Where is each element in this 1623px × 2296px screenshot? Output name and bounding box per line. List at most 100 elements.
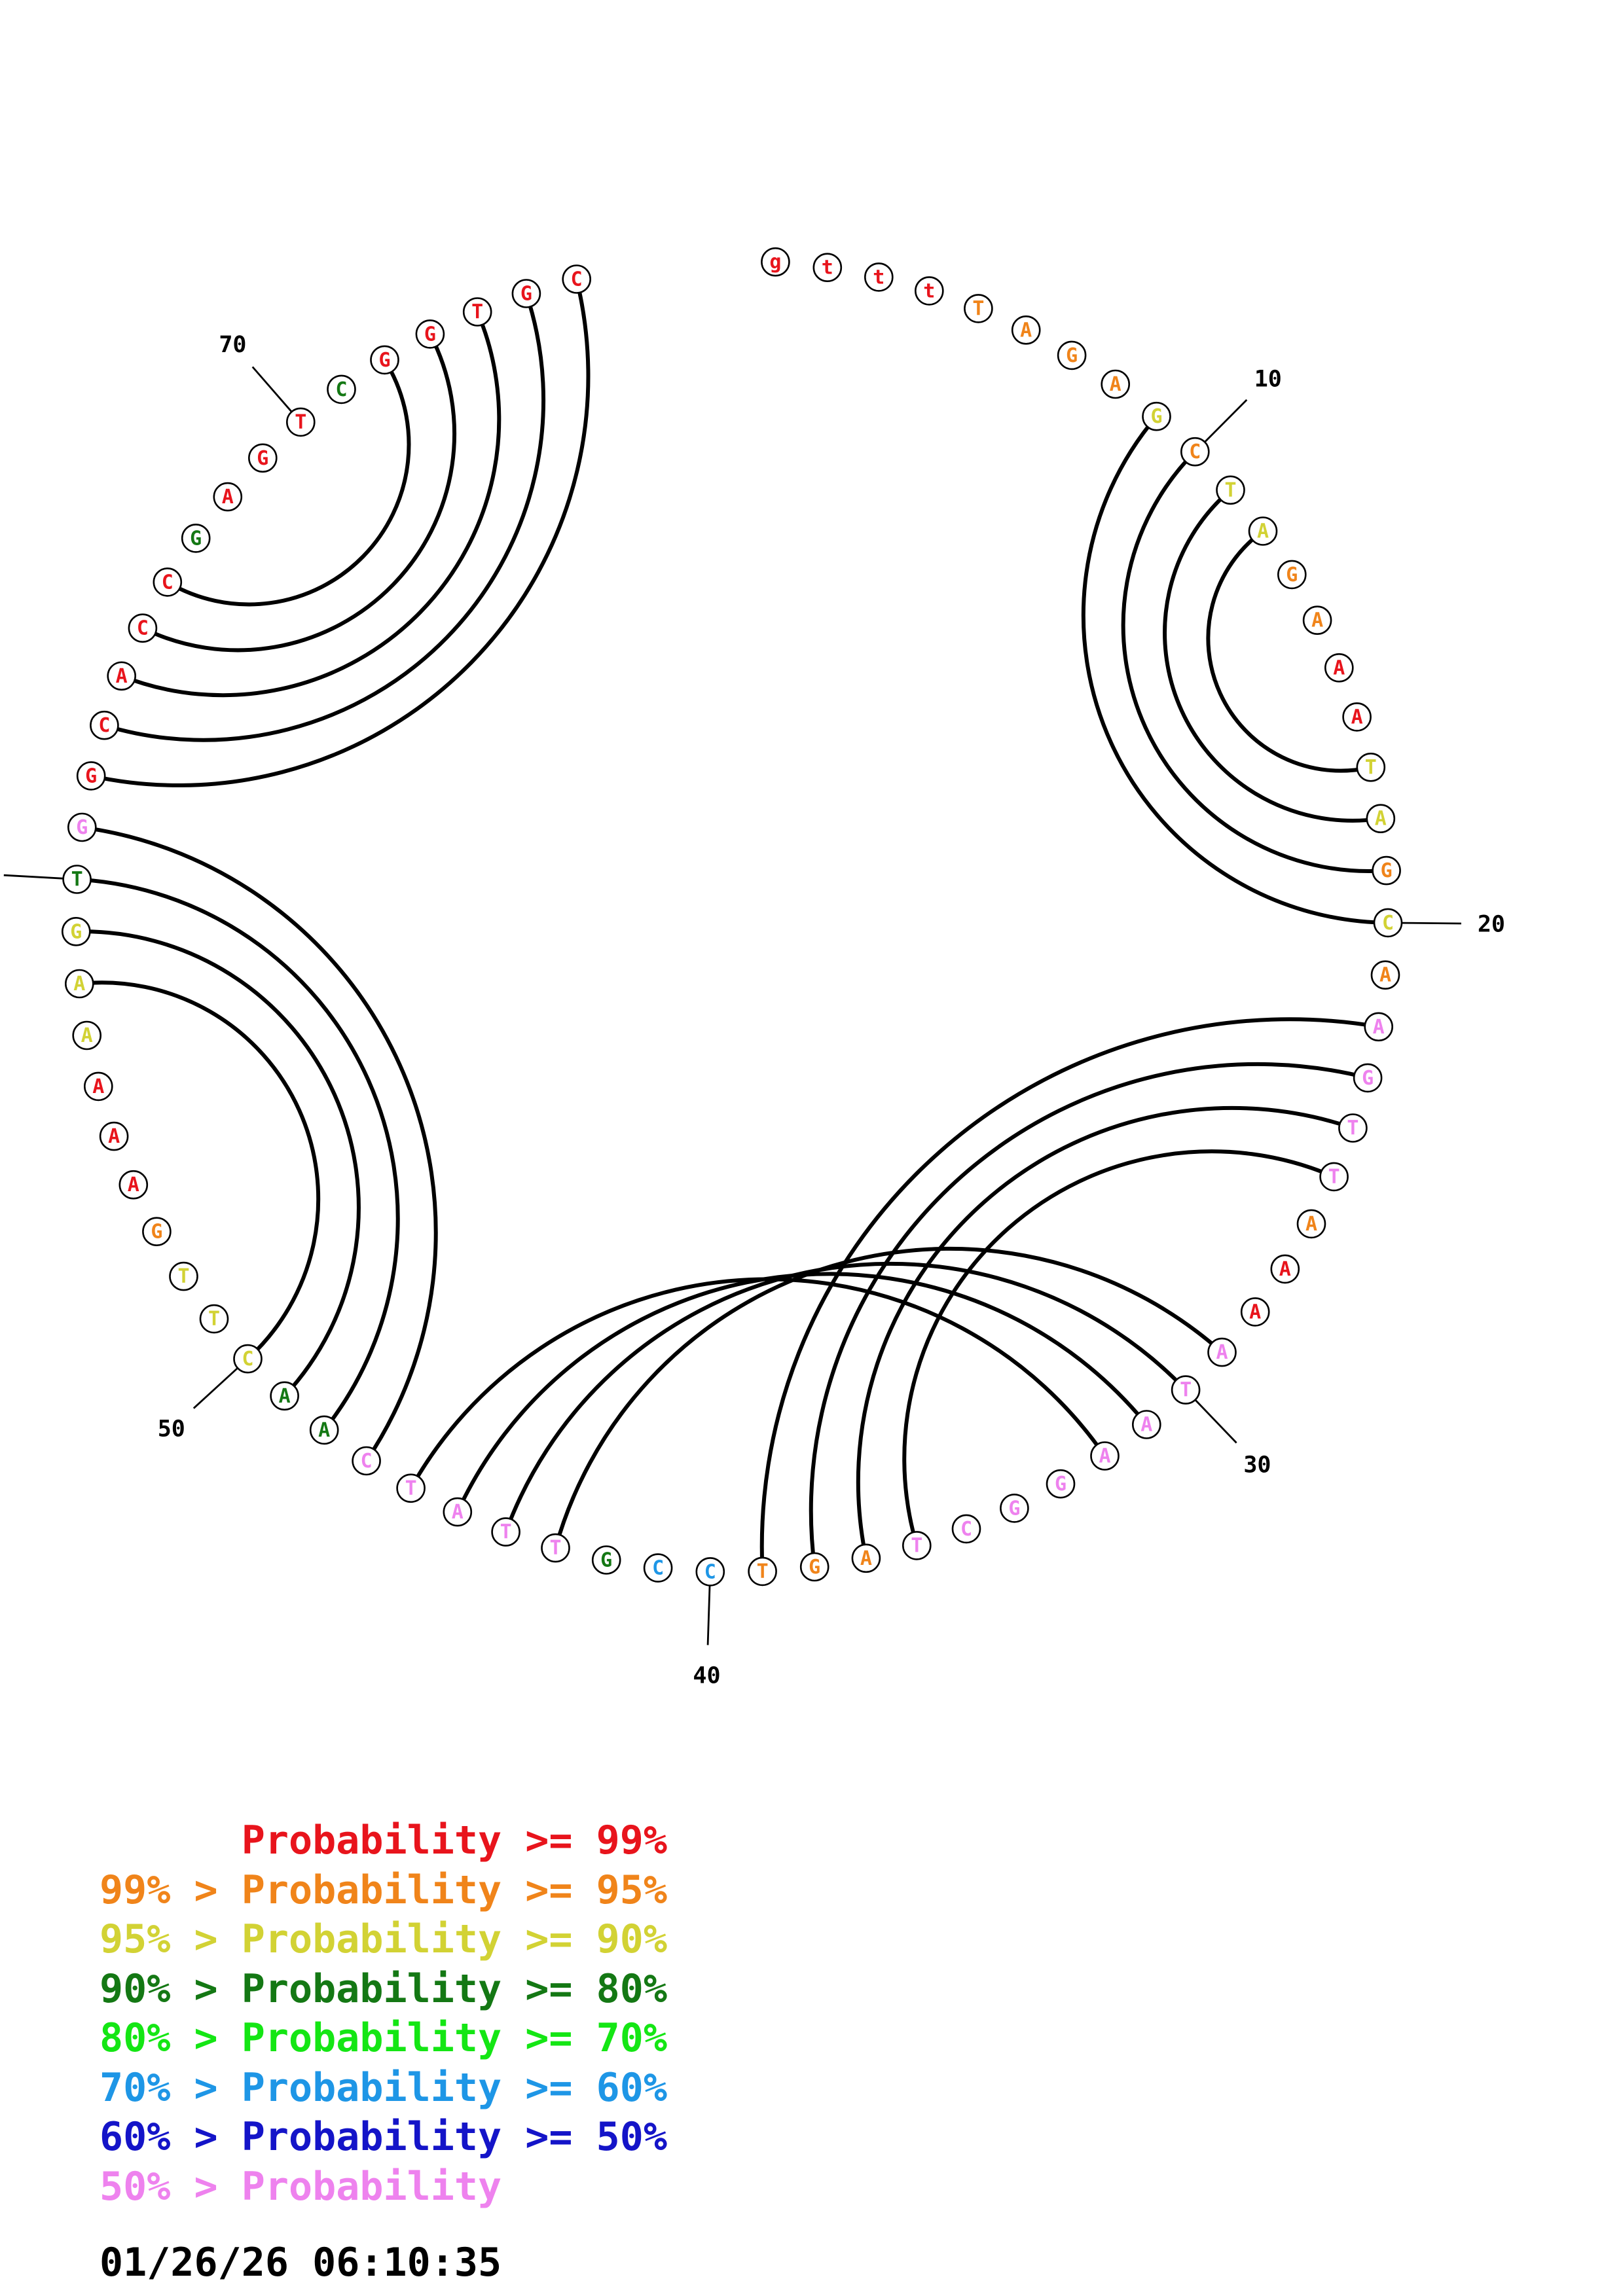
nucleotide-circle xyxy=(902,1531,932,1560)
nucleotide-67: G xyxy=(181,524,211,553)
pair-arc-31-45 xyxy=(456,1272,1148,1513)
nucleotide-circle xyxy=(181,524,211,553)
nucleotide-letter: A xyxy=(1351,706,1363,728)
pair-arc-49-59 xyxy=(76,929,361,1397)
legend-row-p90: 95% > Probability >= 90% xyxy=(0,1915,753,1965)
nucleotide-40: C xyxy=(695,1557,725,1587)
nucleotide-circle xyxy=(1277,560,1307,590)
nucleotide-letter: T xyxy=(405,1477,417,1500)
nucleotide-letter: G xyxy=(151,1221,162,1244)
nucleotide-7: G xyxy=(1057,340,1087,370)
nucleotide-circle xyxy=(352,1446,381,1476)
nucleotide-circle xyxy=(951,1514,981,1544)
nucleotide-circle xyxy=(1372,855,1401,886)
position-label-20: 20 xyxy=(1478,912,1505,938)
nucleotide-70: T xyxy=(285,407,316,437)
nucleotide-letter: G xyxy=(70,920,82,943)
nucleotide-circle xyxy=(142,1217,172,1246)
nucleotide-4: t xyxy=(915,276,944,306)
nucleotide-44: T xyxy=(491,1517,520,1547)
nucleotide-circle xyxy=(285,407,316,437)
nucleotide-circle xyxy=(1101,369,1130,399)
nucleotide-circle xyxy=(84,1071,113,1102)
nucleotide-23: G xyxy=(1353,1063,1383,1093)
nucleotide-18: A xyxy=(1366,804,1396,833)
position-tick-70 xyxy=(251,366,292,412)
nucleotide-61: G xyxy=(67,812,97,842)
nucleotide-letter: A xyxy=(1333,656,1345,679)
legend-label: 60% > Probability >= 50% xyxy=(100,2114,667,2160)
nucleotide-69: G xyxy=(247,443,278,473)
nucleotide-letter: T xyxy=(972,297,984,320)
position-label-30: 30 xyxy=(1243,1452,1271,1479)
nucleotide-letter: A xyxy=(1249,1300,1261,1323)
nucleotide-20: C xyxy=(1373,908,1403,938)
nucleotide-circle xyxy=(1366,804,1396,833)
nucleotide-letter: t xyxy=(873,266,884,289)
nucleotide-39: T xyxy=(748,1556,777,1587)
nucleotide-circle xyxy=(370,345,399,375)
nucleotide-circle xyxy=(761,247,790,277)
nucleotide-circle xyxy=(541,1533,570,1563)
nucleotide-circle xyxy=(1216,475,1245,505)
nucleotide-circle xyxy=(1011,315,1041,345)
nucleotide-circle xyxy=(1324,653,1354,683)
nucleotide-letter: C xyxy=(242,1348,253,1371)
nucleotide-letter: C xyxy=(1382,912,1394,935)
nucleotide-53: G xyxy=(142,1217,172,1246)
nucleotide-57: A xyxy=(72,1020,101,1050)
nucleotide-letter: A xyxy=(1305,1213,1317,1236)
nucleotide-8: A xyxy=(1101,369,1130,399)
nucleotide-circle xyxy=(62,917,91,946)
position-tick-10 xyxy=(1204,399,1248,442)
nucleotide-25: T xyxy=(1319,1162,1349,1192)
nucleotide-76: C xyxy=(562,264,592,294)
nucleotide-63: C xyxy=(90,710,119,740)
nucleotide-letter: T xyxy=(295,411,306,434)
position-markers: 10203040506070 xyxy=(3,332,1505,1689)
nucleotide-14: A xyxy=(1302,605,1332,636)
nucleotide-letter: T xyxy=(1224,479,1236,502)
nucleotide-letter: T xyxy=(1347,1117,1359,1140)
nucleotide-letter: T xyxy=(1328,1166,1340,1189)
nucleotide-circle xyxy=(864,262,894,292)
nucleotide-letter: G xyxy=(257,447,268,470)
nucleotide-letter: T xyxy=(1180,1379,1192,1402)
pair-arc-24-37 xyxy=(856,1105,1354,1559)
nucleotide-circle xyxy=(915,276,944,306)
nucleotide-52: T xyxy=(169,1261,198,1291)
position-tick-30 xyxy=(1195,1399,1237,1444)
legend-label: 90% > Probability >= 80% xyxy=(100,1965,667,2012)
nucleotide-letter: A xyxy=(73,973,85,996)
nucleotide-circle xyxy=(1240,1297,1270,1327)
nucleotide-16: A xyxy=(1342,702,1372,732)
position-label-70: 70 xyxy=(219,332,246,358)
nucleotide-circle xyxy=(1370,960,1400,990)
nucleotide-38: G xyxy=(799,1552,830,1582)
nucleotide-circle xyxy=(213,482,243,512)
legend-label: 80% > Probability >= 70% xyxy=(100,2015,667,2061)
nucleotide-letter: C xyxy=(137,617,149,640)
legend-row-p70: 80% > Probability >= 70% xyxy=(0,2014,753,2064)
nucleotide-letter: A xyxy=(452,1501,464,1524)
nucleotide-26: A xyxy=(1296,1209,1326,1239)
nucleotide-49: A xyxy=(270,1381,299,1411)
nucleotide-21: A xyxy=(1370,960,1400,990)
nucleotide-circle xyxy=(72,1020,101,1050)
nucleotide-circle xyxy=(1180,437,1210,467)
nucleotide-58: A xyxy=(65,969,94,999)
pair-arc-50-58 xyxy=(79,980,321,1361)
nucleotide-letter: A xyxy=(222,486,234,509)
nucleotide-circle xyxy=(1171,1375,1201,1405)
nucleotide-51: T xyxy=(199,1304,229,1334)
nucleotide-circle xyxy=(247,443,278,473)
nucleotide-68: A xyxy=(213,482,243,512)
legend-label: 70% > Probability >= 60% xyxy=(100,2064,667,2111)
nucleotide-19: G xyxy=(1372,855,1401,886)
legend-row-p50: 60% > Probability >= 50% xyxy=(0,2113,753,2162)
pair-arc-64-74 xyxy=(120,311,501,698)
nucleotide-circle xyxy=(76,761,106,791)
nucleotide-circle xyxy=(1057,340,1087,370)
pair-arc-22-39 xyxy=(759,1017,1379,1572)
nucleotide-64: A xyxy=(107,661,136,691)
